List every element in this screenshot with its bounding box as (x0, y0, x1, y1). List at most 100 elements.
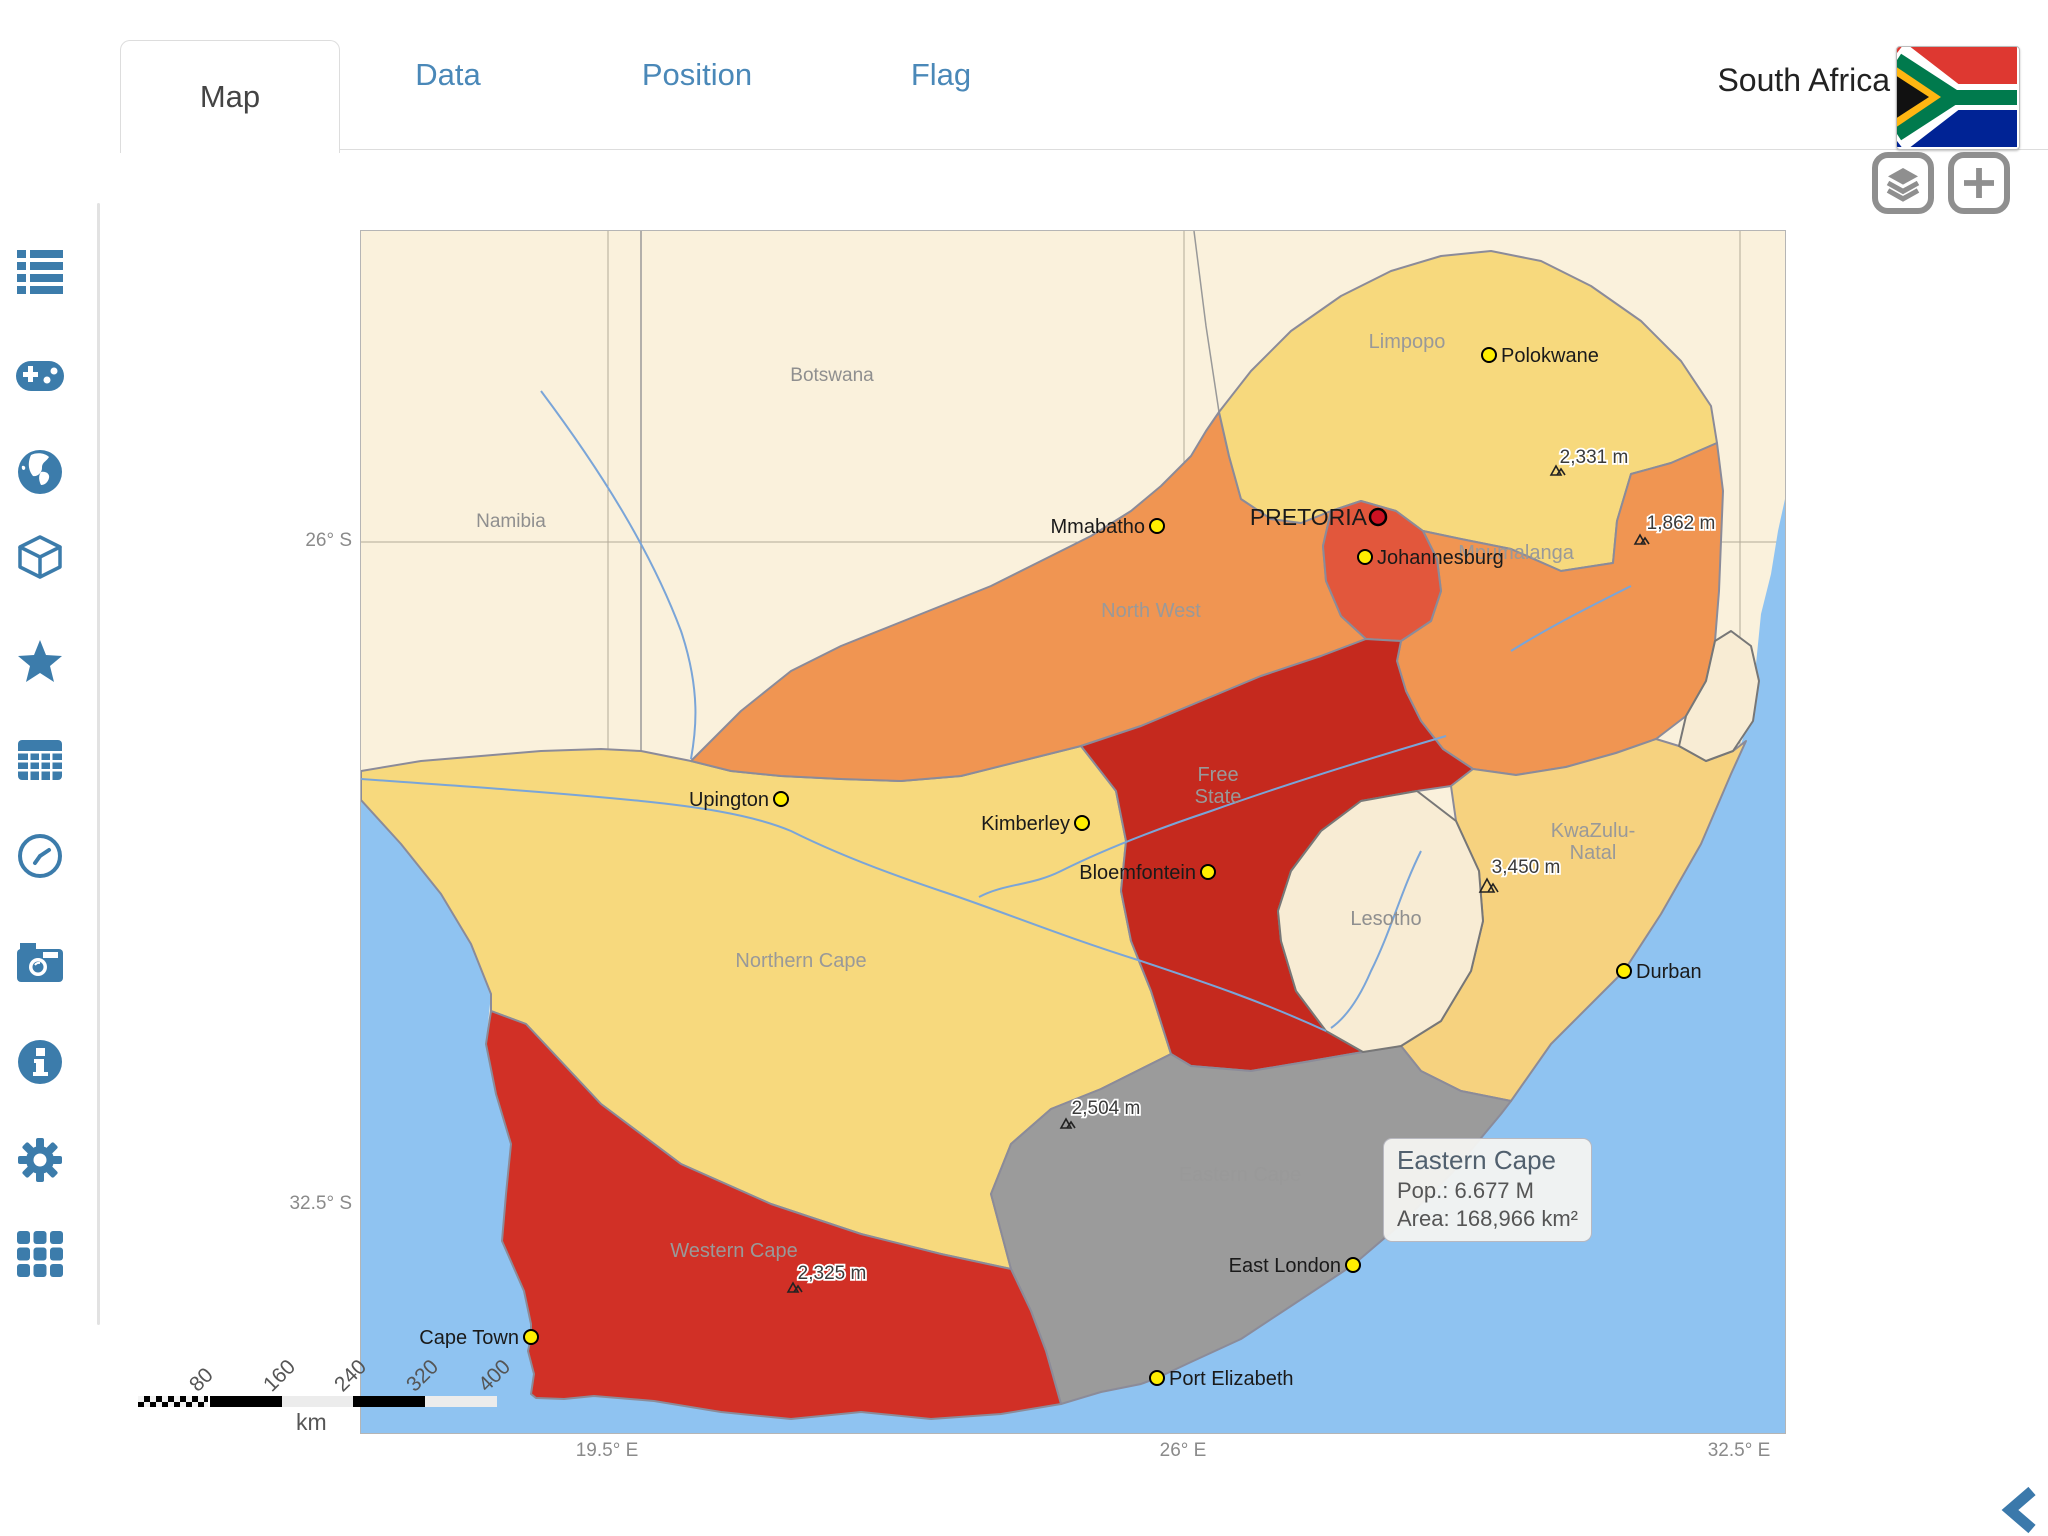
province-western-cape (485, 1010, 1062, 1420)
capital-dot-pretoria (1368, 507, 1388, 527)
scale-segment-3 (353, 1396, 425, 1407)
map-canvas[interactable]: Botswana Namibia Limpopo North West Mpum… (360, 230, 1786, 1434)
plus-icon (1964, 168, 1994, 198)
city-dot-kimberley (1074, 815, 1090, 831)
scale-bar: 80 160 240 320 400 km (138, 1345, 518, 1445)
country-lesotho (1277, 790, 1484, 1053)
label-free-state-1: Free (1197, 764, 1238, 786)
city-markers: Polokwane Mmabatho PRETORIA Johannesburg… (419, 345, 1701, 1390)
city-dot-mmabatho (1149, 518, 1165, 534)
cube-icon[interactable] (16, 534, 68, 586)
city-label-bloemfontein: Bloemfontein (1079, 862, 1196, 884)
country-swaziland (1678, 630, 1760, 762)
peak-label-2504: 2,504 m (1072, 1098, 1141, 1119)
info-icon[interactable] (16, 1038, 68, 1090)
lat-label-26s: 26° S (305, 530, 352, 551)
city-dot-durban (1616, 963, 1632, 979)
gamepad-icon[interactable] (16, 352, 68, 404)
lon-label-26e: 26° E (1159, 1440, 1207, 1461)
province-gauteng (1322, 500, 1442, 642)
label-western-cape: Western Cape (670, 1240, 797, 1262)
capital-label-pretoria: PRETORIA (1250, 504, 1368, 530)
city-label-durban: Durban (1636, 961, 1702, 983)
peak-label-3450: 3,450 m (1492, 857, 1561, 878)
peak-symbols (786, 464, 1650, 1293)
globe-icon[interactable] (16, 448, 68, 500)
settings-gear-icon[interactable] (16, 1136, 68, 1188)
enclave-shapes (1277, 630, 1760, 1053)
scale-tick-240: 240 (330, 1355, 372, 1397)
city-label-east-london: East London (1229, 1255, 1341, 1277)
scale-segment-2 (282, 1396, 353, 1407)
tooltip-title: Eastern Cape (1397, 1145, 1556, 1175)
peak-label-1862: 1,862 m (1647, 513, 1716, 534)
scale-tick-400: 400 (474, 1355, 516, 1397)
city-label-polokwane: Polokwane (1501, 345, 1599, 367)
scale-segment-4 (425, 1396, 497, 1407)
lon-label-19-5e: 19.5° E (575, 1440, 639, 1461)
label-free-state-2: State (1195, 786, 1242, 808)
city-label-cape-town: Cape Town (419, 1327, 519, 1349)
tooltip-population: Pop.: 6.677 M (1397, 1178, 1534, 1203)
tab-position[interactable]: Position (641, 57, 753, 92)
layers-icon (1886, 168, 1920, 202)
scale-segment-dashed (138, 1396, 208, 1407)
back-chevron-button[interactable] (2000, 1486, 2042, 1536)
country-borders (640, 230, 1220, 751)
city-dot-johannesburg (1357, 549, 1373, 565)
city-label-johannesburg: Johannesburg (1377, 547, 1504, 569)
city-label-kimberley: Kimberley (981, 813, 1070, 835)
peak-symbol-5 (786, 1281, 803, 1293)
tab-map[interactable]: Map (120, 40, 340, 153)
peak-symbol-4 (1059, 1117, 1076, 1129)
peak-symbol-2 (1633, 533, 1650, 545)
city-label-upington: Upington (689, 789, 769, 811)
label-eastern-cape: Eastern Cape (1179, 1164, 1301, 1186)
lat-label-32-5s: 32.5° S (289, 1193, 352, 1214)
star-icon[interactable] (16, 638, 68, 690)
label-botswana: Botswana (790, 365, 874, 386)
peak-symbol-1 (1549, 464, 1566, 476)
label-kzn-2: Natal (1570, 842, 1617, 864)
label-northern-cape: Northern Cape (735, 950, 866, 972)
label-north-west: North West (1101, 600, 1201, 622)
table-icon[interactable] (16, 736, 68, 788)
province-tooltip: Eastern Cape Pop.: 6.677 M Area: 168,966… (1383, 1138, 1592, 1242)
camera-icon[interactable] (16, 938, 68, 990)
city-dot-upington (773, 791, 789, 807)
tab-flag[interactable]: Flag (910, 57, 972, 92)
label-kzn-1: KwaZulu- (1551, 820, 1635, 842)
apps-grid-icon[interactable] (16, 1230, 68, 1282)
lon-label-32-5e: 32.5° E (1707, 1440, 1771, 1461)
peak-markers: 2,331 m 1,862 m 3,450 m 2,504 m 2,325 m (786, 445, 1717, 1293)
province-shapes[interactable] (360, 250, 1747, 1420)
label-lesotho: Lesotho (1350, 908, 1421, 930)
region-labels: Botswana Namibia Limpopo North West Mpum… (476, 331, 1635, 1262)
sidebar-divider (97, 203, 100, 1325)
city-dot-bloemfontein (1200, 864, 1216, 880)
tooltip-area: Area: 168,966 km² (1397, 1206, 1578, 1231)
label-limpopo: Limpopo (1369, 331, 1446, 353)
country-title: South Africa (1717, 62, 1890, 98)
city-label-mmabatho: Mmabatho (1051, 516, 1146, 538)
scale-tick-320: 320 (402, 1355, 444, 1397)
list-icon[interactable] (16, 248, 68, 300)
chevron-left-icon (2001, 1486, 2036, 1534)
peak-label-2331: 2,331 m (1560, 447, 1629, 468)
label-namibia: Namibia (476, 511, 546, 532)
tab-data[interactable]: Data (415, 57, 481, 92)
river-molopo (540, 390, 697, 760)
city-dot-polokwane (1481, 347, 1497, 363)
rivers (360, 585, 1632, 1032)
add-button[interactable] (1948, 152, 2010, 214)
peak-label-2325: 2,325 m (798, 1263, 867, 1284)
clock-icon[interactable] (16, 832, 68, 884)
peak-symbol-3 (1478, 877, 1499, 893)
south-africa-flag-icon (1896, 46, 2020, 150)
header-divider (339, 149, 2048, 150)
layers-button[interactable] (1872, 152, 1934, 214)
scale-tick-160: 160 (259, 1355, 301, 1397)
city-dot-port-elizabeth (1149, 1370, 1165, 1386)
label-mpumalanga: Mpumalanga (1458, 542, 1575, 564)
